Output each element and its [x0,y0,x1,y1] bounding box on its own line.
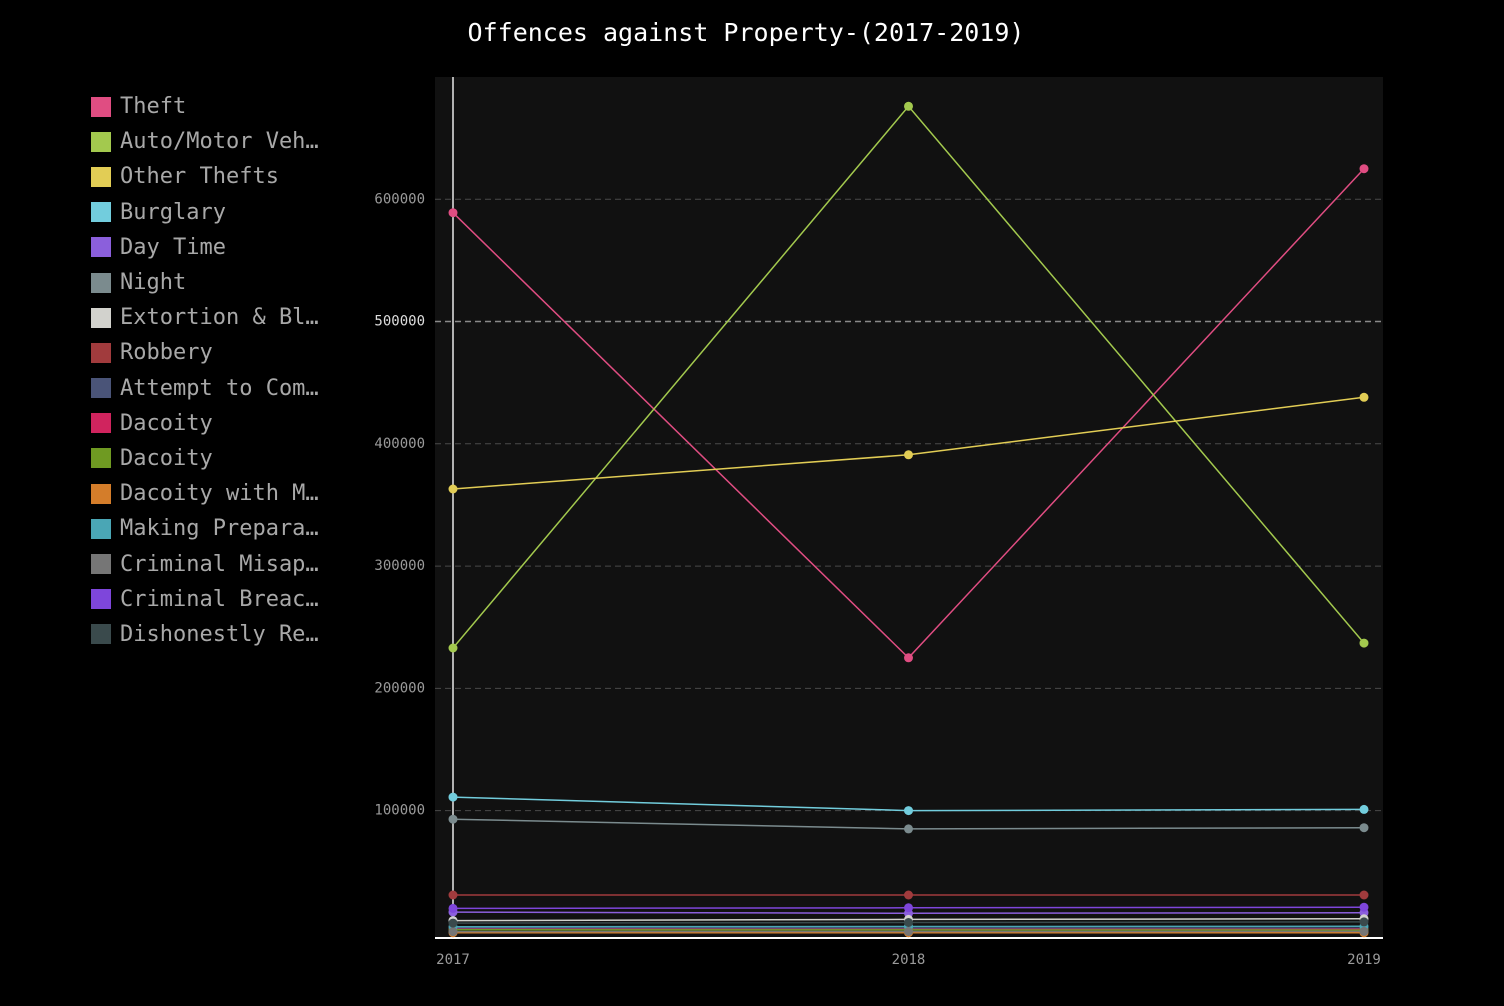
legend-item[interactable]: Dacoity [91,406,341,441]
data-point [448,643,458,653]
data-point [904,918,913,927]
legend-swatch [91,307,111,328]
legend-swatch [91,624,111,645]
legend-swatch [91,554,111,575]
x-tick-label: 2017 [436,952,470,968]
legend-item[interactable]: Theft [91,89,341,124]
data-point [1359,890,1369,900]
legend-item[interactable]: Criminal Misap… [91,546,341,581]
legend-swatch [91,342,111,363]
data-point [904,824,913,834]
legend-item[interactable]: Robbery [91,335,341,370]
legend-swatch [91,131,111,152]
legend-swatch [91,448,111,469]
y-tick-label: 100000 [374,803,425,819]
legend-swatch [91,413,111,434]
data-point [1359,392,1369,402]
legend-item[interactable]: Day Time [91,230,341,265]
data-point [448,918,458,928]
legend-item[interactable]: Night [91,265,341,300]
y-tick-label: 200000 [374,680,425,696]
x-tick-label: 2018 [892,952,926,968]
x-tick-label: 2019 [1347,952,1381,968]
data-point [1359,917,1369,927]
data-point [448,903,458,913]
chart-title: Offences against Property-(2017-2019) [467,18,1025,47]
legend-swatch [91,96,111,117]
data-point [448,484,458,494]
data-point [448,927,458,937]
legend-item[interactable]: Other Thefts [91,159,341,194]
legend-swatch [91,166,111,187]
data-point [904,101,913,111]
legend-item[interactable]: Auto/Motor Veh… [91,124,341,159]
legend-item[interactable]: Dacoity with M… [91,476,341,511]
data-point [1359,804,1369,814]
legend-swatch [91,237,111,258]
y-tick-label: 500000 [374,314,425,330]
legend-swatch [91,518,111,539]
data-point [448,890,458,900]
legend-item[interactable]: Making Prepara… [91,511,341,546]
data-point [448,208,458,218]
data-point [1359,926,1369,936]
legend-item[interactable]: Extortion & Bl… [91,300,341,335]
data-point [904,903,913,913]
data-point [904,927,913,936]
legend-item[interactable]: Attempt to Com… [91,371,341,406]
data-point [904,806,913,816]
data-point [1359,638,1369,648]
y-tick-label: 600000 [374,191,425,207]
data-point [1359,902,1369,912]
legend-item[interactable]: Burglary [91,195,341,230]
data-point [904,890,913,900]
legend-item[interactable]: Dishonestly Re… [91,617,341,652]
legend-item[interactable]: Dacoity [91,441,341,476]
legend-swatch [91,483,111,504]
y-tick-label: 400000 [374,436,425,452]
legend-swatch [91,272,111,293]
data-point [1359,164,1369,174]
legend: Theft Auto/Motor Veh… Other Thefts Burglary… [91,89,341,652]
legend-swatch [91,589,111,610]
legend-item[interactable]: Criminal Breac… [91,582,341,617]
data-point [448,814,458,824]
legend-swatch [91,378,111,399]
y-tick-label: 300000 [374,558,425,574]
data-point [448,792,458,802]
data-point [1359,823,1369,833]
data-point [904,653,913,663]
legend-swatch [91,202,111,223]
data-point [904,450,913,460]
plot-area [435,77,1383,938]
